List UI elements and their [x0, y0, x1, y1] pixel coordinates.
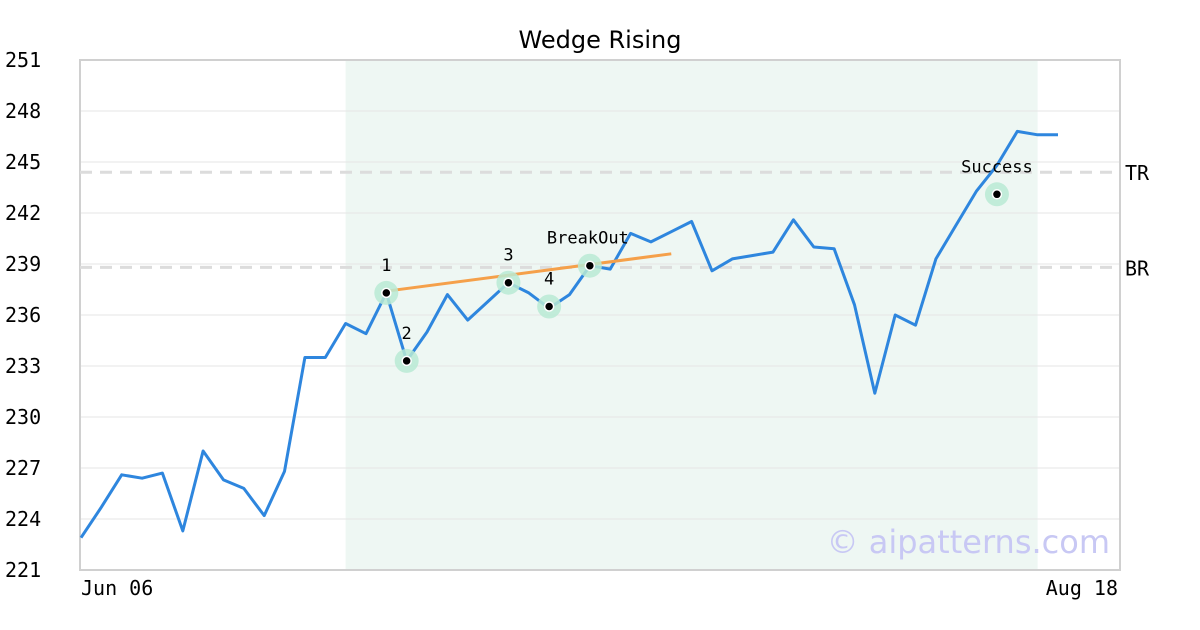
level-label-tr: TR	[1125, 161, 1150, 185]
y-tick-label: 251	[5, 48, 41, 72]
y-tick-label: 233	[5, 354, 41, 378]
pattern-point-marker	[991, 189, 1003, 200]
pattern-point-label: BreakOut	[547, 229, 629, 249]
chart-title: Wedge Rising	[519, 26, 682, 54]
pattern-point-label: 4	[544, 270, 554, 290]
x-tick-label-end: Aug 18	[1046, 576, 1118, 600]
y-tick-label: 236	[5, 303, 41, 327]
pattern-point-label: 3	[503, 246, 513, 266]
y-tick-label: 245	[5, 150, 41, 174]
pattern-point-marker	[584, 260, 596, 271]
y-tick-label: 230	[5, 405, 41, 429]
y-tick-label: 224	[5, 507, 41, 531]
pattern-point-marker	[381, 287, 392, 299]
plot-frame	[79, 59, 1121, 571]
x-tick-label-start: Jun 06	[81, 576, 153, 600]
y-tick-label: 221	[5, 558, 41, 582]
y-tick-label: 227	[5, 456, 41, 480]
y-tick-label: 239	[5, 252, 41, 276]
level-label-br: BR	[1125, 256, 1150, 280]
y-tick-label: 248	[5, 99, 41, 123]
pattern-point-label: 2	[402, 324, 412, 344]
pattern-point-marker	[503, 277, 514, 288]
y-tick-label: 242	[5, 201, 41, 225]
pattern-point-marker	[401, 355, 412, 367]
pattern-point-label: Success	[961, 157, 1033, 177]
watermark: © aipatterns.com	[827, 523, 1110, 561]
pattern-point-label: 1	[381, 256, 391, 276]
wedge-trendline	[386, 252, 672, 293]
pattern-point-marker	[543, 301, 555, 312]
price-series-line	[79, 129, 1058, 539]
